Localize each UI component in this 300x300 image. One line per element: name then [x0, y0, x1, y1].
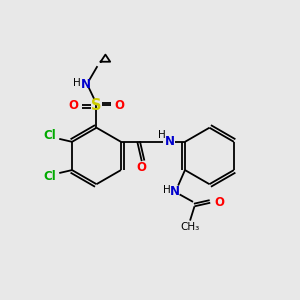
Text: O: O [68, 99, 78, 112]
Text: O: O [214, 196, 224, 209]
Text: H: H [158, 130, 166, 140]
Text: Cl: Cl [44, 169, 56, 182]
Text: O: O [137, 160, 147, 174]
Text: N: N [170, 185, 180, 198]
Text: H: H [163, 185, 171, 195]
Text: H: H [73, 77, 80, 88]
Text: S: S [91, 98, 102, 113]
Text: N: N [165, 135, 175, 148]
Text: CH₃: CH₃ [180, 222, 200, 232]
Text: O: O [115, 99, 125, 112]
Text: Cl: Cl [44, 129, 56, 142]
Text: N: N [81, 77, 91, 91]
